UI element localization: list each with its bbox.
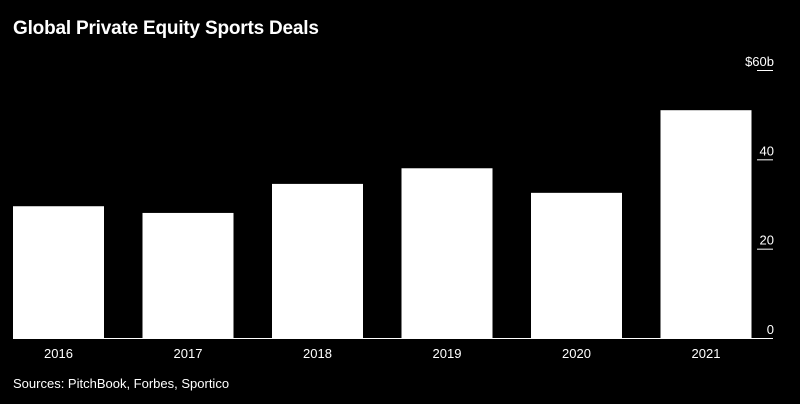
y-tick-label-20: 20 xyxy=(760,233,774,248)
chart-title: Global Private Equity Sports Deals xyxy=(13,18,319,39)
bar-2017 xyxy=(142,212,234,338)
bars-group xyxy=(13,110,752,338)
x-tick-label-2021: 2021 xyxy=(692,346,721,361)
x-tick-label-2019: 2019 xyxy=(433,346,462,361)
bar-2020 xyxy=(531,192,622,338)
x-axis-labels: 2016 2017 2018 2019 2020 2021 xyxy=(44,346,720,361)
x-tick-label-2020: 2020 xyxy=(562,346,591,361)
y-axis: 0 20 40 $60b xyxy=(745,54,774,337)
x-tick-label-2017: 2017 xyxy=(174,346,203,361)
bar-2019 xyxy=(401,168,493,338)
y-tick-label-40: 40 xyxy=(760,143,774,158)
source-note: Sources: PitchBook, Forbes, Sportico xyxy=(13,376,230,391)
bar-2021 xyxy=(660,110,752,338)
x-tick-label-2018: 2018 xyxy=(303,346,332,361)
y-tick-label-60: $60b xyxy=(745,54,774,69)
bar-2018 xyxy=(272,183,363,338)
x-tick-label-2016: 2016 xyxy=(44,346,73,361)
bar-2016 xyxy=(13,206,104,338)
y-tick-label-0: 0 xyxy=(767,322,774,337)
